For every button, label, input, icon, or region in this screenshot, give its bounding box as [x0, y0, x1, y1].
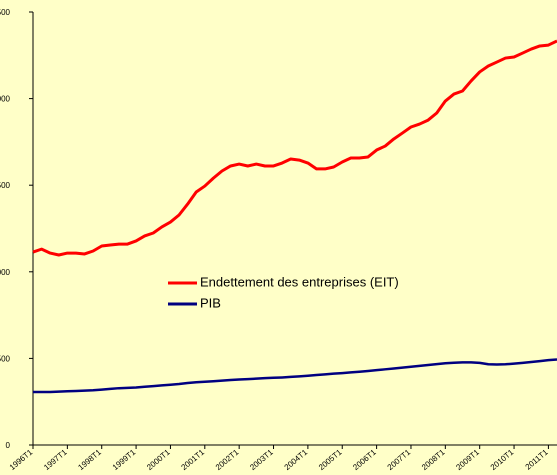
- y-tick-label: 500: [0, 354, 11, 363]
- y-tick-label: 2500: [0, 8, 11, 17]
- y-tick-label: 2000: [0, 95, 11, 104]
- series-line: [33, 358, 557, 394]
- legend-label: Endettement des entreprises (EIT): [200, 274, 399, 289]
- series-line: [32, 39, 557, 257]
- legend-label: PIB: [200, 295, 221, 310]
- y-tick-label: 0: [6, 441, 11, 450]
- y-tick-label: 1500: [0, 181, 11, 190]
- y-tick-label: 1000: [0, 268, 11, 277]
